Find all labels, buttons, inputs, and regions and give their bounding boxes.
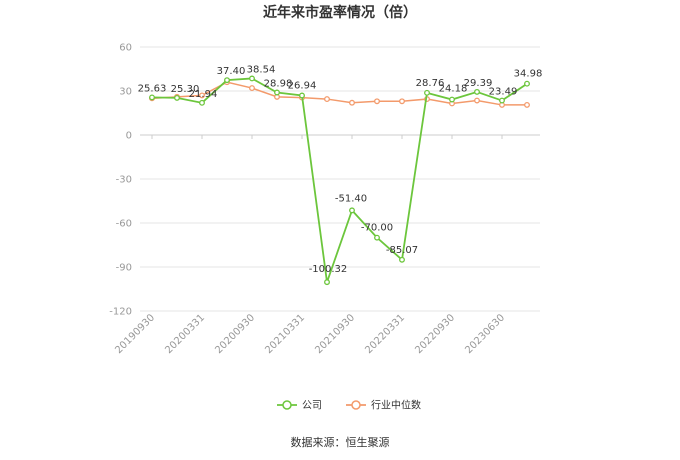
y-tick-label: -60 [116,219,132,230]
data-label: -100.32 [309,264,348,275]
data-point-company [524,80,530,87]
grid [140,46,540,312]
data-point-company [324,279,330,286]
data-label: 28.76 [416,78,445,89]
chart-title: 近年来市盈率情况（倍） [263,4,417,21]
x-tick-label: 20210930 [313,312,357,356]
data-label: 28.98 [264,78,293,89]
legend[interactable]: 公司 行业中位数 [277,399,421,412]
y-tick-label: 30 [119,87,132,98]
x-tick-label: 20210331 [263,312,307,356]
y-tick-label: 0 [126,131,132,142]
legend-marker [282,400,292,410]
x-tick-label: 20200331 [163,312,207,356]
legend-item[interactable]: 公司 [277,400,322,412]
data-label: 34.98 [514,69,543,80]
x-tick-label: 20200930 [213,312,257,356]
data-point-company [199,99,205,106]
y-tick-label: -90 [116,263,132,274]
data-point-company [374,234,380,241]
series-line-industry-median [151,81,527,106]
data-label: 29.39 [464,78,493,89]
y-tick-label: -120 [109,307,132,318]
x-tick-label: 20220331 [363,312,407,356]
data-point-industry-median [324,96,330,103]
y-tick-label: -30 [116,175,132,186]
data-point-company [474,88,480,95]
x-tick-label: 20220930 [413,312,457,356]
data-point-industry-median [249,85,255,92]
data-label: 24.18 [439,84,468,95]
data-label: -51.40 [335,193,367,204]
data-point-company [499,97,505,104]
legend-marker [351,400,361,410]
data-point-company [424,89,430,96]
series-layer [149,75,530,286]
data-point-company [224,77,230,84]
y-tick-label: 60 [119,43,132,54]
data-point-company [149,94,155,101]
data-point-industry-median [199,92,205,99]
data-label: 25.63 [138,83,167,94]
data-label: 21.94 [189,89,218,100]
data-point-company [249,75,255,82]
data-point-industry-median [374,98,380,105]
data-label: 25.30 [171,84,200,95]
data-label: 26.94 [288,80,317,91]
data-point-company [449,96,455,103]
legend-label: 行业中位数 [371,399,421,412]
data-label: 38.54 [247,64,276,75]
data-point-industry-median [474,97,480,104]
legend-label: 公司 [302,401,322,412]
data-point-company [399,256,405,263]
data-label: 37.40 [217,66,246,77]
legend-item[interactable]: 行业中位数 [346,399,421,412]
data-label: -70.00 [361,223,393,234]
data-point-company [274,89,280,96]
data-label: -85.07 [386,245,418,256]
data-point-industry-median [524,101,530,108]
data-label: 23.49 [489,87,518,98]
data-point-industry-median [399,98,405,105]
source-note: 数据来源：恒生聚源 [291,435,390,449]
data-point-company [174,94,180,101]
data-point-company [349,207,355,214]
x-tick-label: 20190930 [113,312,157,356]
x-tick-label: 20230630 [463,312,507,356]
data-point-industry-median [349,99,355,106]
data-point-company [299,92,305,99]
series-line-company [151,77,528,283]
